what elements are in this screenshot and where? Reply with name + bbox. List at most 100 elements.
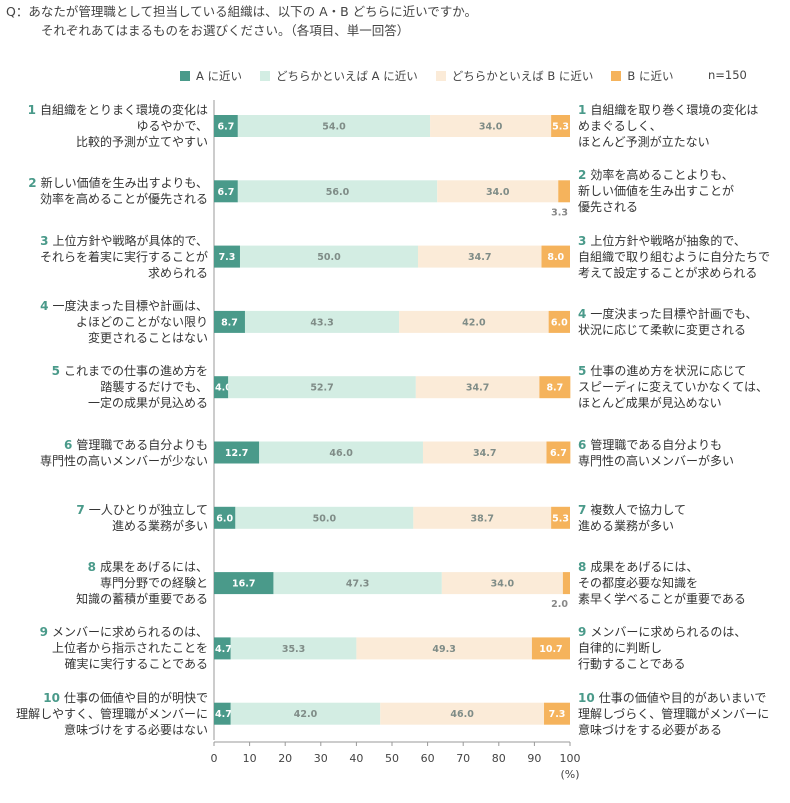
label-line: 理解しづらく、管理職がメンバーに: [578, 706, 783, 722]
bar-segment: [417, 245, 542, 268]
label-text: 仕事の進め方を状況に応じて: [590, 364, 747, 379]
label-text: 一定の成果が見込める: [87, 396, 208, 411]
legend-swatch: [435, 71, 446, 81]
label-line: 7 複数人で協力して: [578, 502, 783, 518]
right-item-label: 9 メンバーに求められるのは、 自律的に判断し 行動することである: [578, 624, 783, 672]
label-text: 管理職である自分よりも: [76, 437, 208, 452]
x-tick-label: 40: [349, 752, 363, 765]
label-text: ほとんど成果が見込めない: [578, 396, 722, 411]
bar-segment: [558, 180, 570, 203]
label-line: 1 自組織を取り巻く環境の変化は: [578, 102, 783, 118]
x-tick-label: 80: [492, 752, 506, 765]
label-line: よほどのことがない限り: [0, 314, 208, 330]
label-text: 上位方針や戦略が抽象的で、: [590, 233, 746, 248]
bar-segment: [214, 441, 260, 464]
label-text: 状況に応じて柔軟に変更される: [578, 322, 747, 337]
right-item-label: 1 自組織を取り巻く環境の変化は めまぐるしく、ほとんど予測が立たない: [578, 102, 783, 150]
label-text: 理解しづらく、管理職がメンバーに: [578, 706, 770, 721]
label-line: 9 メンバーに求められるのは、: [578, 624, 783, 640]
left-item-label: 4 一度決まった目標や計画は、 よほどのことがない限り 変更されることはない: [0, 298, 208, 346]
label-line: 変更されることはない: [0, 330, 208, 346]
label-line: 知識の蓄積が重要である: [0, 591, 208, 607]
x-tick-label: 10: [243, 752, 257, 765]
legend-swatch: [260, 71, 271, 81]
label-line: 意味づけをする必要はない: [0, 722, 208, 738]
item-number: 3: [578, 233, 587, 248]
label-line: 踏襲するだけでも、: [0, 379, 208, 395]
right-item-label: 2 効率を高めることよりも、 新しい価値を生み出すことが 優先される: [578, 167, 783, 215]
item-number: 1: [578, 103, 587, 117]
label-line: 4 一度決まった目標や計画は、: [0, 298, 208, 314]
question-line-2: それぞれあてはまるものをお選びください。（各項目、単一回答）: [41, 23, 410, 38]
label-line: 5 仕事の進め方を状況に応じて: [578, 363, 783, 379]
bar-segment: [544, 702, 570, 725]
label-line: 意味づけをする必要がある: [578, 722, 783, 738]
data-label: 6.7: [218, 187, 235, 198]
label-line: 求められる: [0, 265, 208, 281]
bar-segment: [413, 506, 552, 529]
label-text: 考えて設定することが求められる: [578, 265, 758, 280]
data-label: 7.3: [549, 709, 566, 720]
sample-size-label: n=150: [708, 68, 747, 82]
data-label: 52.7: [310, 383, 333, 394]
label-text: 専門性の高いメンバーが多い: [578, 453, 735, 468]
bar-segment: [551, 115, 570, 137]
legend-item: B に近い: [611, 68, 673, 84]
label-line: 7 一人ひとりが独立して: [0, 502, 208, 518]
label-line: ゆるやかで、: [0, 118, 208, 134]
bar-segment: [214, 245, 240, 268]
bar-segment: [214, 376, 229, 399]
data-label: 6.7: [218, 122, 235, 133]
label-line: 状況に応じて柔軟に変更される: [578, 322, 783, 338]
left-item-label: 10 仕事の価値や目的が明快で 理解しやすく、管理職がメンバーに 意味づけをする必要は…: [0, 690, 208, 738]
data-label: 42.0: [294, 709, 318, 720]
item-number: 8: [578, 560, 587, 575]
label-line: 一定の成果が見込める: [0, 395, 208, 411]
label-text: これまでの仕事の進め方を: [63, 364, 208, 379]
bar-segment: [422, 441, 547, 464]
data-label: 4.7: [215, 709, 232, 720]
label-text: 専門分野での経験と: [99, 576, 208, 591]
data-label: 16.7: [232, 579, 255, 590]
data-label: 6.0: [216, 513, 233, 524]
label-line: それらを着実に実行することが: [0, 249, 208, 265]
label-line: 9 メンバーに求められるのは、: [0, 624, 208, 640]
label-text: 知識の蓄積が重要である: [76, 592, 208, 607]
label-line: 専門性の高いメンバーが多い: [578, 453, 783, 469]
label-text: めまぐるしく、: [578, 119, 662, 133]
label-text: 成果をあげるには、: [99, 560, 208, 575]
label-text: 確実に実行することである: [64, 657, 208, 672]
bar-segment: [237, 180, 438, 203]
bar-segment: [214, 637, 231, 660]
label-text: 効率を高めることよりも、: [590, 168, 734, 183]
x-tick-label: 20: [278, 752, 292, 765]
label-line: ほとんど予測が立たない: [578, 134, 783, 150]
label-text: 効率を高めることが優先される: [39, 192, 208, 207]
bar-segment: [237, 115, 431, 137]
bar-segment: [356, 637, 532, 660]
label-text: メンバーに求められるのは、: [590, 625, 747, 640]
left-item-label: 8 成果をあげるには、 専門分野での経験と 知識の蓄積が重要である: [0, 559, 208, 607]
label-line: 8 成果をあげるには、: [578, 559, 783, 575]
bar-segment: [546, 441, 571, 464]
label-text: その都度必要な知識を: [578, 576, 699, 591]
bar-segment: [244, 310, 400, 333]
label-text: 進める業務が多い: [111, 518, 208, 533]
bar-segment: [214, 506, 236, 529]
bar-segment: [551, 506, 570, 529]
label-text: 進める業務が多い: [578, 518, 675, 533]
left-item-label: 6 管理職である自分よりも 専門性の高いメンバーが少ない: [0, 437, 208, 469]
bar-segment: [214, 310, 245, 333]
label-text: 一度決まった目標や計画でも、: [590, 306, 758, 321]
legend-item: A に近い: [180, 68, 242, 84]
label-line: 自組織で取り組むように自分たちで: [578, 249, 783, 265]
label-line: 8 成果をあげるには、: [0, 559, 208, 575]
label-text: 意味づけをする必要がある: [578, 722, 723, 737]
label-line: 3 上位方針や戦略が抽象的で、: [578, 233, 783, 249]
item-number: 3: [40, 233, 49, 248]
legend-item: どちらかといえば B に近い: [435, 68, 593, 84]
item-number: 1: [27, 103, 36, 117]
item-number: 9: [39, 625, 48, 640]
label-line: 新しい価値を生み出すことが: [578, 183, 783, 199]
label-text: ほとんど予測が立たない: [578, 135, 710, 149]
